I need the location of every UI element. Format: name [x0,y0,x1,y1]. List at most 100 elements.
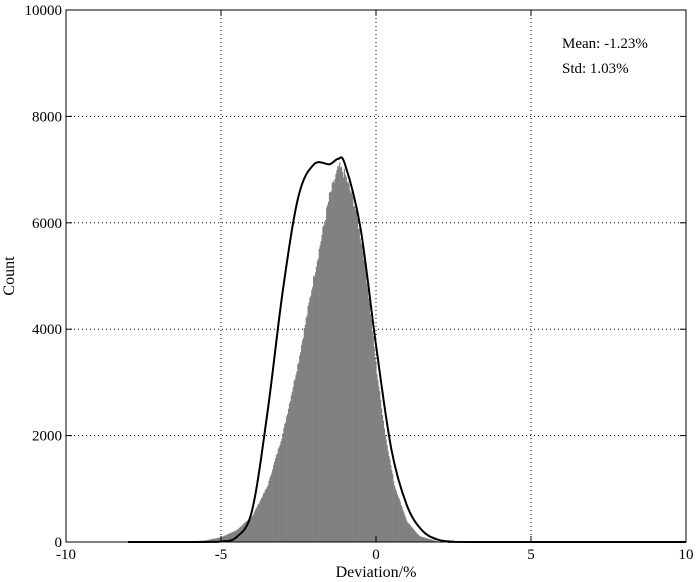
histogram-bar [322,226,324,542]
histogram-bar [306,315,308,542]
histogram-bar [391,470,393,542]
histogram-bar [393,485,396,542]
histogram-bar [228,533,230,542]
histogram-bar [426,538,428,542]
histogram-bar [333,182,335,542]
tick-marks [65,9,687,543]
histogram-bar [328,192,331,542]
histogram-bar [377,379,379,542]
histogram-bar [419,536,421,542]
histogram-bar [432,539,434,542]
histogram-bar [327,201,330,542]
histogram-bar [284,423,286,542]
histogram-bar [387,451,389,542]
histogram-bar [430,539,432,542]
histogram-bar [309,297,311,542]
histogram-bar [210,539,212,542]
histogram-bar [316,260,319,542]
std-annotation: Std: 1.03% [562,61,629,77]
histogram-bar [300,345,303,542]
histogram-bar [280,441,282,542]
histogram-bar [212,538,214,542]
histogram-bar [380,399,382,542]
histogram-bar [372,336,374,542]
histogram-bar [389,459,391,542]
histogram-bar [369,314,372,542]
histogram-bar [354,210,357,543]
histogram-bar [324,221,326,542]
histogram-bar [338,166,340,542]
histogram-bar [279,444,281,542]
histogram-bar [305,317,307,542]
histogram-bar [233,531,235,542]
histogram-bar [411,527,413,542]
histogram-bar [225,535,227,542]
histogram-bar [347,181,349,542]
histogram-bar [232,532,234,542]
histogram-bar [350,193,352,542]
y-tick-label: 10000 [25,3,63,19]
histogram-bar [353,206,355,542]
histogram-bar [304,324,306,542]
histogram-bar [429,539,431,542]
histogram-bar [293,380,295,542]
histogram-bar [265,488,267,542]
histogram-bar [224,535,226,542]
histogram-bar [381,414,384,542]
histogram-bar [285,422,287,542]
y-tick-labels: 0 2000 4000 6000 8000 10000 [25,3,63,551]
histogram-bar [342,177,345,542]
y-tick-label: 6000 [32,216,62,232]
histogram-bar [260,498,263,542]
histogram-bar [246,521,248,542]
histogram-bar [290,395,292,542]
histogram-bar [341,172,344,543]
histogram-bar [335,173,337,542]
x-tick-label: 10 [679,547,694,563]
histogram-bar [329,191,332,542]
histogram-bar [420,536,423,542]
histogram-bar [414,531,416,542]
histogram-bar [336,170,338,543]
histogram-bar [297,364,299,542]
histogram-bar [317,258,319,542]
histogram-bar [263,492,266,542]
histogram-bar [319,245,321,542]
histogram-bar [353,206,356,543]
histogram-bar [355,210,358,542]
histogram-bars [174,162,470,543]
histogram-bar [394,488,397,542]
histogram-bar [409,525,412,542]
histogram-bar [213,538,215,542]
histogram-bar [357,228,359,542]
histogram-bar [253,512,255,542]
histogram-bar [311,289,313,542]
histogram-bar [435,540,438,542]
histogram-bar [325,219,327,542]
histogram-bar [214,538,216,542]
histogram-bar [320,241,322,542]
grid [66,10,686,542]
histogram-bar [374,356,376,542]
histogram-bar [256,507,258,542]
histogram-bar [425,538,427,542]
histogram-bar [364,260,366,542]
histogram-bar [423,537,425,542]
histogram-bar [241,525,243,542]
histogram-bar [326,207,328,542]
x-tick-label: -10 [56,547,76,563]
histogram-bar [258,503,260,542]
histogram-bar [428,538,430,542]
histogram-bar [314,276,316,542]
histogram-bar [345,176,347,542]
histogram-bar [276,453,279,542]
histogram-bar [331,182,333,542]
histogram-bar [262,493,265,542]
histogram-bar [247,519,250,542]
histogram-bar [222,536,225,542]
histogram-bar [312,286,314,542]
histogram-bar [380,408,383,542]
histogram-bar [371,331,373,542]
histogram-bar [292,387,294,542]
mean-annotation: Mean: -1.23% [562,36,648,52]
